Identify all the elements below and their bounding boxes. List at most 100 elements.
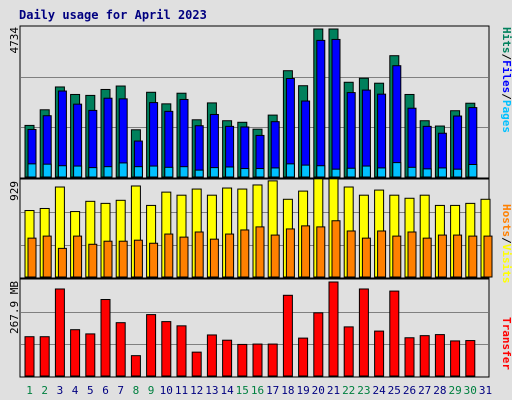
files-bar	[316, 39, 326, 178]
bars	[24, 28, 493, 377]
day-label: 15	[236, 384, 249, 397]
day-label: 11	[175, 384, 188, 397]
files-bar	[361, 89, 371, 178]
transfer-bar	[130, 355, 141, 377]
hosts-bar	[164, 233, 174, 278]
transfer-legend: Transfer	[500, 317, 512, 370]
transfer-bar	[237, 343, 248, 377]
files-bar	[331, 38, 341, 178]
transfer-bar	[419, 335, 430, 377]
hosts-bar	[453, 234, 463, 278]
day-label: 9	[148, 384, 155, 397]
hosts-bar	[73, 235, 83, 278]
pages-bar	[149, 165, 159, 178]
day-label: 16	[251, 384, 264, 397]
files-bar	[285, 78, 295, 178]
day-label: 14	[220, 384, 234, 397]
pages-bar	[301, 164, 311, 178]
day-label: 30	[464, 384, 477, 397]
day-label: 21	[327, 384, 340, 397]
pages-bar	[285, 163, 295, 178]
hosts-bar	[103, 240, 113, 278]
day-label: 20	[312, 384, 325, 397]
pages-bar	[57, 165, 67, 178]
pages-bar	[453, 168, 463, 178]
chart-title: Daily usage for April 2023	[19, 8, 207, 22]
day-label: 26	[403, 384, 416, 397]
legend-part: Pages	[500, 100, 512, 133]
transfer-bar	[206, 334, 217, 377]
hosts-bar	[209, 238, 219, 278]
transfer-bar	[298, 337, 309, 377]
day-label: 18	[281, 384, 294, 397]
pages-bar	[346, 167, 356, 178]
hosts-bar	[331, 220, 341, 278]
hosts-bar	[346, 230, 356, 278]
day-label: 12	[190, 384, 203, 397]
transfer-bar	[328, 281, 339, 377]
files-bar	[179, 98, 189, 178]
day-label: 25	[388, 384, 401, 397]
hosts-bar	[392, 235, 402, 278]
pages-bar	[316, 165, 326, 178]
hosts-bar	[377, 230, 387, 278]
hosts-bar	[422, 237, 432, 278]
hits-files-pages-legend: Hits/Files/Pages	[500, 27, 512, 133]
hosts-bar	[240, 229, 250, 278]
pages-bar	[209, 167, 219, 178]
transfer-bar	[222, 339, 233, 377]
day-labels: 1 2 3 4 5 6 7 8 9 10 11 12 13 14 15 16 17 18 19 20 21 22 23 24 2…	[26, 384, 492, 397]
pages-bar	[468, 163, 478, 178]
legend-part: /	[500, 93, 512, 100]
pages-bar	[42, 163, 52, 178]
day-label: 10	[160, 384, 173, 397]
hosts-visits-legend: Hosts/Visits	[500, 204, 512, 284]
day-label: 17	[266, 384, 279, 397]
pages-bar	[118, 162, 128, 178]
pages-bar	[392, 162, 402, 178]
day-label: 27	[418, 384, 431, 397]
transfer-bar	[54, 288, 65, 377]
day-label: 23	[357, 384, 370, 397]
transfer-bar	[252, 343, 263, 377]
files-bar	[346, 92, 356, 178]
transfer-bar	[100, 299, 111, 377]
day-label: 3	[57, 384, 64, 397]
pages-bar	[270, 167, 280, 178]
hosts-bar	[468, 235, 478, 278]
legend-part: Transfer	[500, 317, 512, 370]
pages-bar	[377, 167, 387, 178]
day-label: 4	[72, 384, 79, 397]
transfer-bar	[282, 294, 293, 377]
day-label: 19	[296, 384, 309, 397]
files-bar	[194, 125, 204, 178]
hosts-bar	[301, 225, 311, 278]
transfer-bar	[434, 334, 445, 377]
day-label: 2	[41, 384, 48, 397]
files-bar	[377, 93, 387, 178]
pages-bar	[179, 166, 189, 178]
transfer-bar	[70, 329, 81, 377]
transfer-bar	[374, 330, 385, 377]
transfer-bar	[161, 321, 172, 377]
hosts-bar	[270, 234, 280, 278]
transfer-bar	[313, 312, 324, 377]
files-bar	[392, 65, 402, 178]
hosts-bar	[407, 231, 417, 278]
pages-bar	[73, 165, 83, 178]
pages-bar	[407, 166, 417, 178]
hosts-bar	[179, 236, 189, 278]
hosts-bar	[361, 237, 371, 278]
day-label: 24	[372, 384, 386, 397]
hosts-bar	[316, 226, 326, 278]
transfer-max-label: 267.9 MB	[8, 281, 21, 334]
transfer-bar	[146, 314, 157, 377]
hosts-bar	[285, 228, 295, 278]
transfer-bar	[39, 336, 50, 377]
hosts-bar	[194, 231, 204, 278]
transfer-bar	[85, 333, 96, 377]
files-bar	[103, 97, 113, 178]
legend-part: Hosts	[500, 204, 512, 237]
transfer-bar	[450, 340, 461, 377]
